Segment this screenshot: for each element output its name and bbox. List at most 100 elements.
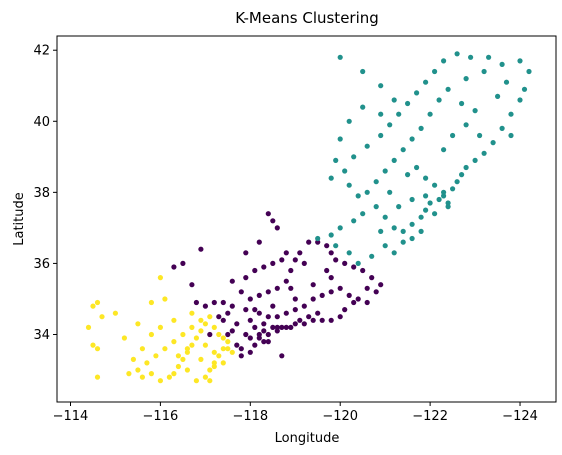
data-point [409,196,415,203]
data-point [261,264,267,270]
data-point [315,239,321,245]
y-tick-label: 40 [33,115,50,130]
data-point [526,68,532,75]
data-point [220,317,226,323]
data-point [184,367,190,373]
data-point [193,378,199,384]
data-point [216,353,222,359]
data-point [184,346,190,352]
data-point [207,367,213,373]
data-point [265,211,271,217]
data-point [198,317,204,323]
data-point [211,363,217,370]
data-point [270,218,276,224]
data-point [135,367,141,373]
data-point [351,154,357,160]
data-point [391,97,397,103]
data-point [387,122,393,128]
data-point [225,339,231,345]
data-point [184,349,190,355]
data-point [342,260,348,266]
data-point [333,157,339,163]
data-point [139,346,145,352]
data-point [211,349,217,355]
data-point [292,321,298,327]
x-tick-label: −116 [143,409,179,424]
data-point [211,299,217,306]
data-point [373,289,379,295]
data-point [378,228,384,234]
data-point [445,200,451,206]
data-point [436,196,442,203]
data-point [243,307,249,313]
data-point [247,296,253,302]
data-point [202,374,208,380]
data-point [328,175,334,181]
data-point [157,275,163,281]
data-point [360,267,366,274]
data-point [333,243,339,249]
data-point [382,168,388,174]
data-point [508,111,514,117]
data-point [256,310,262,316]
data-point [414,164,420,171]
data-point [301,321,307,327]
data-point [391,250,397,256]
data-point [99,314,105,320]
y-tick-label: 42 [33,44,50,59]
data-point [387,189,393,195]
data-point [351,218,357,224]
data-point [198,328,204,334]
data-point [378,83,384,89]
data-point [90,303,96,309]
data-point [315,235,321,242]
data-point [274,324,280,330]
data-point [382,243,388,249]
data-point [220,335,226,341]
x-tick-label: −120 [322,409,358,424]
data-point [328,250,334,256]
data-point [423,175,429,181]
data-point [130,356,136,362]
data-point [369,275,375,281]
data-point [292,257,298,263]
data-point [459,100,465,107]
data-point [454,51,460,57]
data-point [517,97,523,103]
data-point [247,349,253,355]
data-point [396,111,402,117]
data-point [198,356,204,362]
data-point [364,299,370,306]
data-point [274,285,280,291]
data-point [216,331,222,338]
data-point [207,331,213,338]
data-point [265,331,271,338]
data-point [450,132,456,139]
data-point [324,267,330,274]
data-point [283,324,289,330]
data-point [495,93,501,99]
data-point [337,314,343,320]
data-point [175,363,181,370]
data-point [423,207,429,213]
data-point [418,125,424,131]
data-point [189,310,195,316]
data-point [463,122,469,128]
data-point [220,299,226,306]
data-point [292,307,298,313]
data-point [400,228,406,234]
data-point [234,321,240,327]
y-axis: 34 36 38 40 42 [33,44,57,343]
data-point [414,90,420,96]
data-point [445,204,451,210]
data-point [247,317,253,323]
data-point [126,371,132,377]
data-point [238,289,244,295]
data-point [441,147,447,153]
data-point [441,189,447,195]
data-point [220,360,226,366]
data-point [306,314,312,320]
data-point [229,303,235,309]
data-point [521,86,528,92]
data-point [283,250,289,256]
